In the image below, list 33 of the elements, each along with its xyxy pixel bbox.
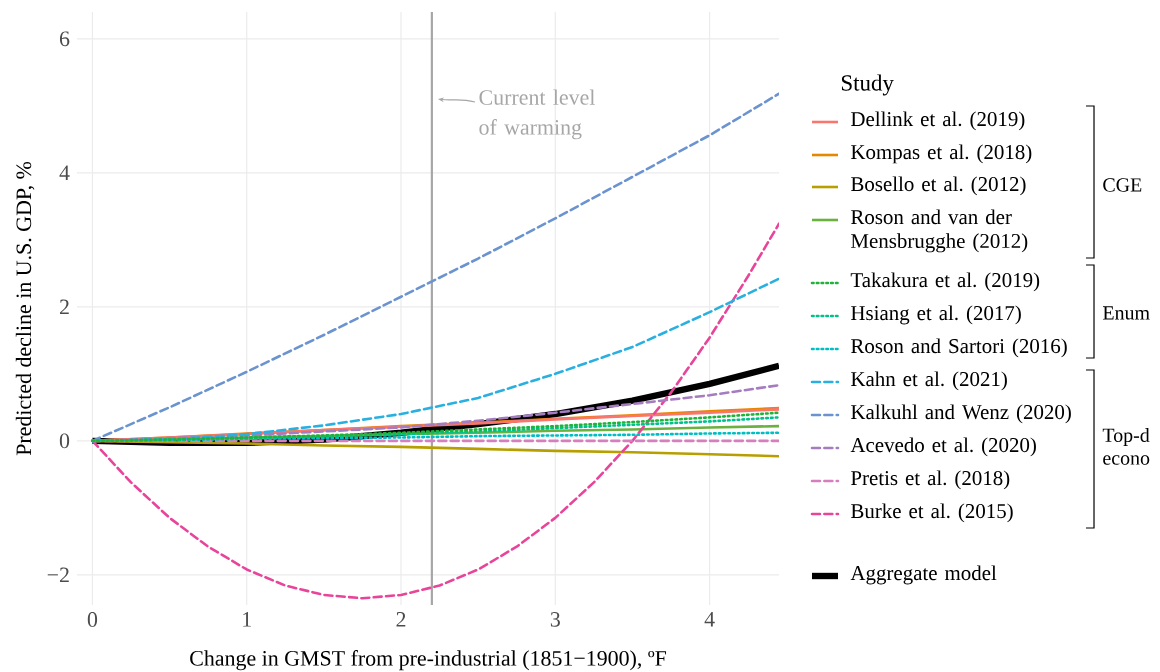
line-series <box>91 222 780 600</box>
x-tick-label: 1 <box>243 612 251 627</box>
ref-line-label: Current level of warming <box>479 89 595 140</box>
legend-title: Study <box>841 74 894 96</box>
legend-label: Acevedo et al. (2020) <box>850 437 1036 457</box>
text: Enum <box>1102 306 1150 320</box>
legend-label: Aggregate model <box>850 565 997 585</box>
line-series <box>91 277 780 443</box>
x-tick-label: 4 <box>704 612 715 627</box>
legend-label: Takakura et al. (2019) <box>850 272 1040 292</box>
y-tick-label: 0 <box>59 433 70 449</box>
y-tick-label: −2 <box>47 567 69 583</box>
text: econo <box>1103 455 1150 465</box>
legend-label: Pretis et al. (2018) <box>851 470 1010 490</box>
legend-label: Kahn et al. (2021) <box>851 371 1007 391</box>
legend-label: Bosello et al. (2012) <box>851 176 1026 196</box>
x-tick-label: 3 <box>550 612 560 627</box>
legend-label: Roson and Sartori (2016) <box>851 338 1067 358</box>
y-axis-title: Predicted decline in U.S. GDP, % <box>15 161 35 456</box>
y-tick-label: 6 <box>59 31 70 47</box>
legend-label: Kalkuhl and Wenz (2020) <box>851 404 1071 424</box>
legend-label: Burke et al. (2015) <box>851 503 1013 523</box>
text: Top-d <box>1102 427 1150 447</box>
x-tick-label: 2 <box>396 612 406 627</box>
y-tick-label: 2 <box>59 299 69 315</box>
legend-label: Hsiang et al. (2017) <box>851 305 1021 325</box>
x-tick-label: 0 <box>87 612 98 627</box>
legend-label: Kompas et al. (2018) <box>851 144 1032 164</box>
x-axis-title: Change in GMST from pre-industrial (1851−1900), ºF <box>190 650 667 671</box>
text: CGE <box>1103 178 1142 192</box>
legend-label: Dellink et al. (2019) <box>851 111 1025 131</box>
y-tick-label: 4 <box>59 165 70 181</box>
legend-label: Roson and van der Mensbrugghe (2012) <box>851 209 1028 253</box>
